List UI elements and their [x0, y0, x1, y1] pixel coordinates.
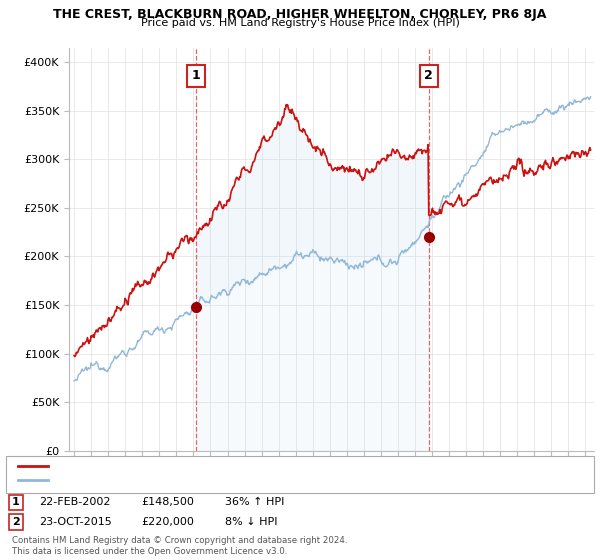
Text: 2: 2	[12, 517, 20, 527]
Text: HPI: Average price, detached house, Chorley: HPI: Average price, detached house, Chor…	[54, 478, 272, 488]
Text: 8% ↓ HPI: 8% ↓ HPI	[225, 517, 277, 527]
Text: THE CREST, BLACKBURN ROAD, HIGHER WHEELTON, CHORLEY, PR6 8JA (detached hous…: THE CREST, BLACKBURN ROAD, HIGHER WHEELT…	[54, 464, 494, 474]
Text: £148,500: £148,500	[141, 497, 194, 507]
Text: £220,000: £220,000	[141, 517, 194, 527]
Text: THE CREST, BLACKBURN ROAD, HIGHER WHEELTON, CHORLEY, PR6 8JA: THE CREST, BLACKBURN ROAD, HIGHER WHEELT…	[53, 8, 547, 21]
Text: 1: 1	[191, 69, 200, 82]
Text: Contains HM Land Registry data © Crown copyright and database right 2024.
This d: Contains HM Land Registry data © Crown c…	[12, 536, 347, 556]
Text: 22-FEB-2002: 22-FEB-2002	[39, 497, 110, 507]
Text: 2: 2	[424, 69, 433, 82]
Text: Price paid vs. HM Land Registry's House Price Index (HPI): Price paid vs. HM Land Registry's House …	[140, 18, 460, 28]
Text: 1: 1	[12, 497, 20, 507]
Text: 36% ↑ HPI: 36% ↑ HPI	[225, 497, 284, 507]
Text: 23-OCT-2015: 23-OCT-2015	[39, 517, 112, 527]
